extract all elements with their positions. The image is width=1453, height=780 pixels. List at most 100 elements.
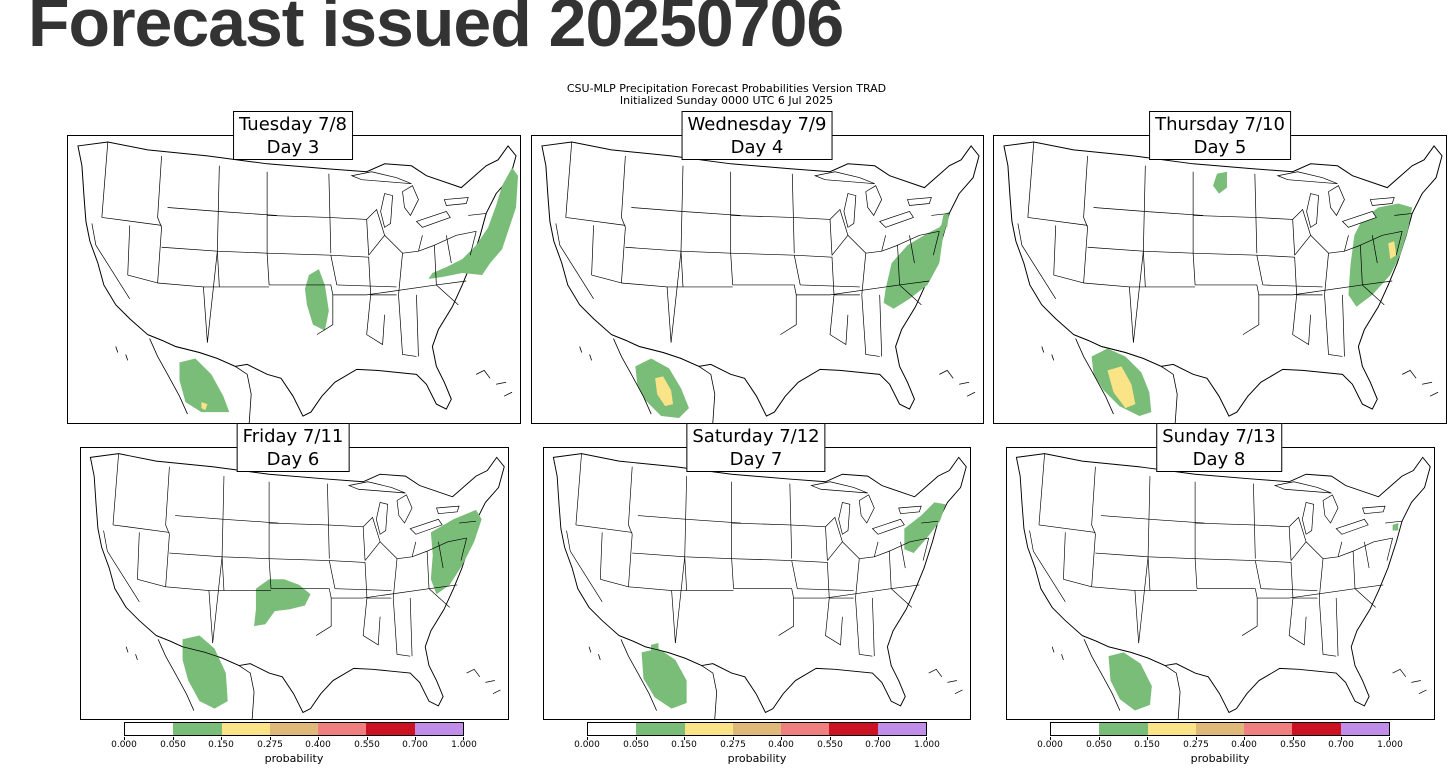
coast-fragment xyxy=(115,346,119,353)
coast-fragment xyxy=(466,668,481,678)
colorbar-tick xyxy=(587,737,588,740)
state-border xyxy=(1133,251,1144,343)
state-border xyxy=(101,141,109,218)
state-border xyxy=(1371,235,1378,264)
state-border xyxy=(565,141,573,218)
state-border xyxy=(1038,453,1045,525)
state-border xyxy=(1253,524,1292,561)
colorbar-bin-7 xyxy=(877,723,926,735)
state-border xyxy=(366,294,385,346)
state-border xyxy=(459,520,477,524)
state-border xyxy=(1305,541,1324,599)
panel-title: Friday 7/11 Day 6 xyxy=(236,423,350,472)
coast-fragment xyxy=(1061,654,1064,661)
state-border xyxy=(881,235,886,252)
state-border xyxy=(1255,560,1318,599)
state-border xyxy=(269,522,328,526)
colorbar-tick xyxy=(124,737,125,740)
state-border xyxy=(1195,522,1254,526)
probability-area-5 xyxy=(1107,366,1136,409)
state-border xyxy=(575,453,582,525)
coast-fragment xyxy=(1418,689,1427,695)
us-map xyxy=(1015,453,1431,719)
state-border xyxy=(327,524,366,561)
state-border xyxy=(733,588,826,599)
state-border xyxy=(800,284,860,288)
map-panel-day-6: Friday 7/11 Day 6 xyxy=(80,423,509,720)
state-border xyxy=(1256,255,1264,286)
colorbar-tick-label: 0.400 xyxy=(1231,740,1257,750)
state-border xyxy=(599,532,603,580)
great-lake xyxy=(415,211,451,228)
coast-fragment xyxy=(588,646,592,653)
state-border xyxy=(909,235,915,264)
colorbar-tick-label: 0.150 xyxy=(671,740,697,750)
colorbar-label: probability xyxy=(264,752,324,765)
state-border xyxy=(316,294,334,335)
probability-area-1 xyxy=(904,502,946,554)
state-border xyxy=(1138,556,1149,644)
state-border xyxy=(1083,155,1088,284)
great-lake xyxy=(898,505,922,514)
state-border xyxy=(855,598,873,657)
state-border xyxy=(1195,284,1293,296)
colorbar-tick xyxy=(926,737,927,740)
state-border xyxy=(384,235,403,295)
coast-fragment xyxy=(125,354,129,361)
state-border xyxy=(1195,558,1256,561)
state-border xyxy=(363,584,458,599)
colorbar-tick xyxy=(781,737,782,740)
state-border xyxy=(591,274,622,284)
coast-fragment xyxy=(928,668,943,678)
state-border xyxy=(825,516,843,561)
colorbar-scale xyxy=(124,722,464,736)
state-border xyxy=(865,244,900,285)
state-border xyxy=(900,541,906,569)
map-panel-day-4: Wednesday 7/9 Day 4 xyxy=(531,111,984,424)
state-border xyxy=(1352,537,1393,552)
state-border xyxy=(566,530,603,602)
panel-title: Sunday 7/13 Day 8 xyxy=(1156,423,1282,472)
figure-subtitle: Initialized Sunday 0000 UTC 6 Jul 2025 xyxy=(619,94,834,107)
colorbar-tick-label: 0.400 xyxy=(305,740,331,750)
great-lake xyxy=(813,171,875,185)
colorbar-tick-label: 0.000 xyxy=(1037,740,1063,750)
great-lake xyxy=(1341,211,1377,228)
colorbar-tick-label: 1.000 xyxy=(914,740,940,750)
state-border xyxy=(825,598,843,646)
great-lake xyxy=(443,197,469,206)
colorbar-bin-2 xyxy=(636,723,685,735)
state-border xyxy=(334,588,392,591)
colorbar-tick xyxy=(1050,737,1051,740)
state-border xyxy=(931,213,950,216)
state-border xyxy=(112,453,119,525)
great-lake xyxy=(1276,171,1338,185)
state-border xyxy=(637,515,687,520)
colorbar-tick xyxy=(1099,737,1100,740)
state-border xyxy=(1254,560,1262,589)
colorbar-tick-label: 0.150 xyxy=(208,740,234,750)
coast-fragment xyxy=(1041,346,1045,353)
colorbar-bin-5 xyxy=(781,723,830,735)
map-panel-day-7: Saturday 7/12 Day 7 xyxy=(543,423,971,720)
state-border xyxy=(829,208,849,256)
state-border xyxy=(1344,235,1349,252)
state-border xyxy=(207,251,218,343)
state-border xyxy=(362,516,381,561)
state-border xyxy=(1395,231,1403,256)
state-border xyxy=(434,230,477,246)
probability-area-2 xyxy=(1348,203,1413,307)
colorbar-tick xyxy=(463,737,464,740)
state-border xyxy=(789,524,828,561)
state-border xyxy=(1063,578,1092,588)
state-border xyxy=(1354,588,1376,608)
colorbar-tick xyxy=(1341,737,1342,740)
state-border xyxy=(165,466,170,587)
panel-title: Saturday 7/12 Day 7 xyxy=(686,423,826,472)
state-border xyxy=(730,252,795,256)
state-border xyxy=(436,284,459,306)
probability-area-1 xyxy=(428,167,519,280)
state-border xyxy=(221,476,272,589)
state-border xyxy=(621,155,626,284)
state-border xyxy=(791,173,795,254)
